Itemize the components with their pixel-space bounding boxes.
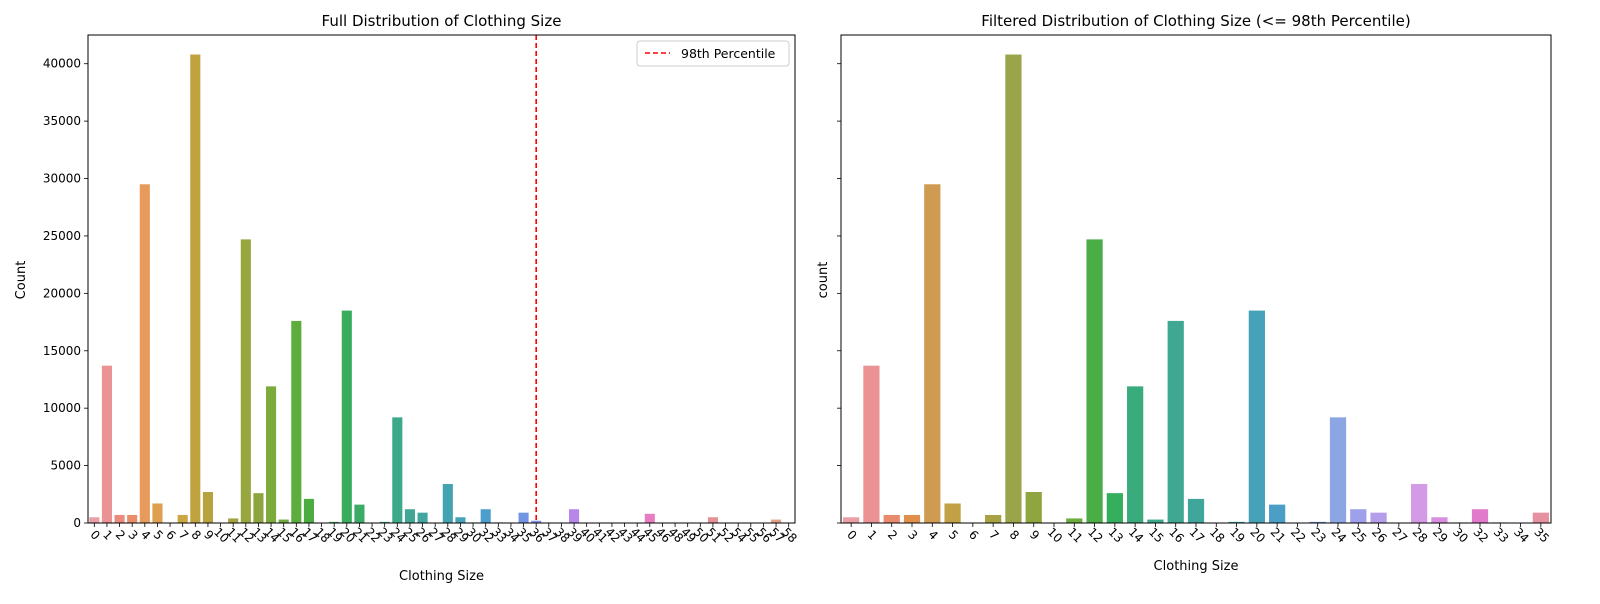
bar-size-21	[354, 505, 364, 523]
legend-entry-label: 98th Percentile	[681, 46, 776, 61]
bar-size-45	[645, 514, 655, 523]
y-tick-label: 10000	[43, 401, 81, 415]
x-axis-label: Clothing Size	[399, 569, 484, 584]
bar-size-0	[843, 517, 859, 523]
y-tick-label: 20000	[43, 286, 81, 300]
bar-size-3	[904, 515, 920, 523]
bar-size-32	[481, 509, 491, 523]
bar-size-9	[203, 492, 213, 523]
bar-size-17	[1188, 499, 1204, 523]
bar-size-29	[1431, 517, 1447, 523]
bar-size-14	[1127, 386, 1143, 523]
bar-size-15	[279, 520, 289, 523]
bar-size-20	[342, 311, 352, 523]
bar-size-12	[1086, 239, 1102, 523]
bar-size-32	[1472, 509, 1488, 523]
bar-size-14	[266, 386, 276, 523]
bar-size-4	[140, 184, 150, 523]
bar-size-9	[1026, 492, 1042, 523]
bar-size-4	[924, 184, 940, 523]
y-tick-label: 35000	[43, 114, 81, 128]
bar-size-2	[115, 515, 125, 523]
bar-size-26	[418, 513, 428, 523]
bar-size-57	[771, 520, 781, 523]
bar-size-11	[1066, 518, 1082, 523]
bar-size-8	[1005, 55, 1021, 523]
bar-size-24	[1330, 417, 1346, 523]
bar-size-35	[1533, 513, 1549, 523]
y-tick-label: 40000	[43, 57, 81, 71]
bar-size-1	[102, 366, 112, 523]
bar-size-29	[455, 517, 465, 523]
y-tick-label: 30000	[43, 172, 81, 186]
bar-size-20	[1249, 311, 1265, 523]
bar-size-11	[228, 518, 238, 523]
y-tick-label: 25000	[43, 229, 81, 243]
bar-size-2	[884, 515, 900, 523]
bar-size-5	[944, 503, 960, 523]
bar-size-17	[304, 499, 314, 523]
bar-size-5	[152, 503, 162, 523]
bar-size-3	[127, 515, 137, 523]
bar-size-13	[253, 493, 263, 523]
bar-size-0	[89, 517, 99, 523]
bar-size-13	[1107, 493, 1123, 523]
bar-size-24	[392, 417, 402, 523]
y-tick-label: 0	[73, 516, 81, 530]
bar-size-28	[1411, 484, 1427, 523]
bar-size-25	[405, 509, 415, 523]
x-axis-label: Clothing Size	[1154, 559, 1239, 574]
y-tick-label: 15000	[43, 344, 81, 358]
bar-size-21	[1269, 505, 1285, 523]
bar-size-16	[291, 321, 301, 523]
bar-size-7	[985, 515, 1001, 523]
y-tick-label: 5000	[50, 459, 81, 473]
chart-title: Filtered Distribution of Clothing Size (…	[981, 12, 1410, 30]
y-axis-label: Count	[14, 261, 29, 300]
bar-size-8	[190, 55, 200, 523]
bar-size-25	[1350, 509, 1366, 523]
legend: 98th Percentile	[637, 41, 789, 66]
chart-title: Full Distribution of Clothing Size	[322, 12, 562, 30]
bar-size-15	[1147, 520, 1163, 523]
bar-size-35	[519, 513, 529, 523]
bar-size-12	[241, 239, 251, 523]
bar-size-16	[1168, 321, 1184, 523]
bar-size-26	[1370, 513, 1386, 523]
y-axis-label: count	[816, 262, 831, 299]
bar-size-39	[569, 509, 579, 523]
bar-size-28	[443, 484, 453, 523]
bar-size-51	[708, 517, 718, 523]
bar-size-7	[178, 515, 188, 523]
bar-size-1	[863, 366, 879, 523]
